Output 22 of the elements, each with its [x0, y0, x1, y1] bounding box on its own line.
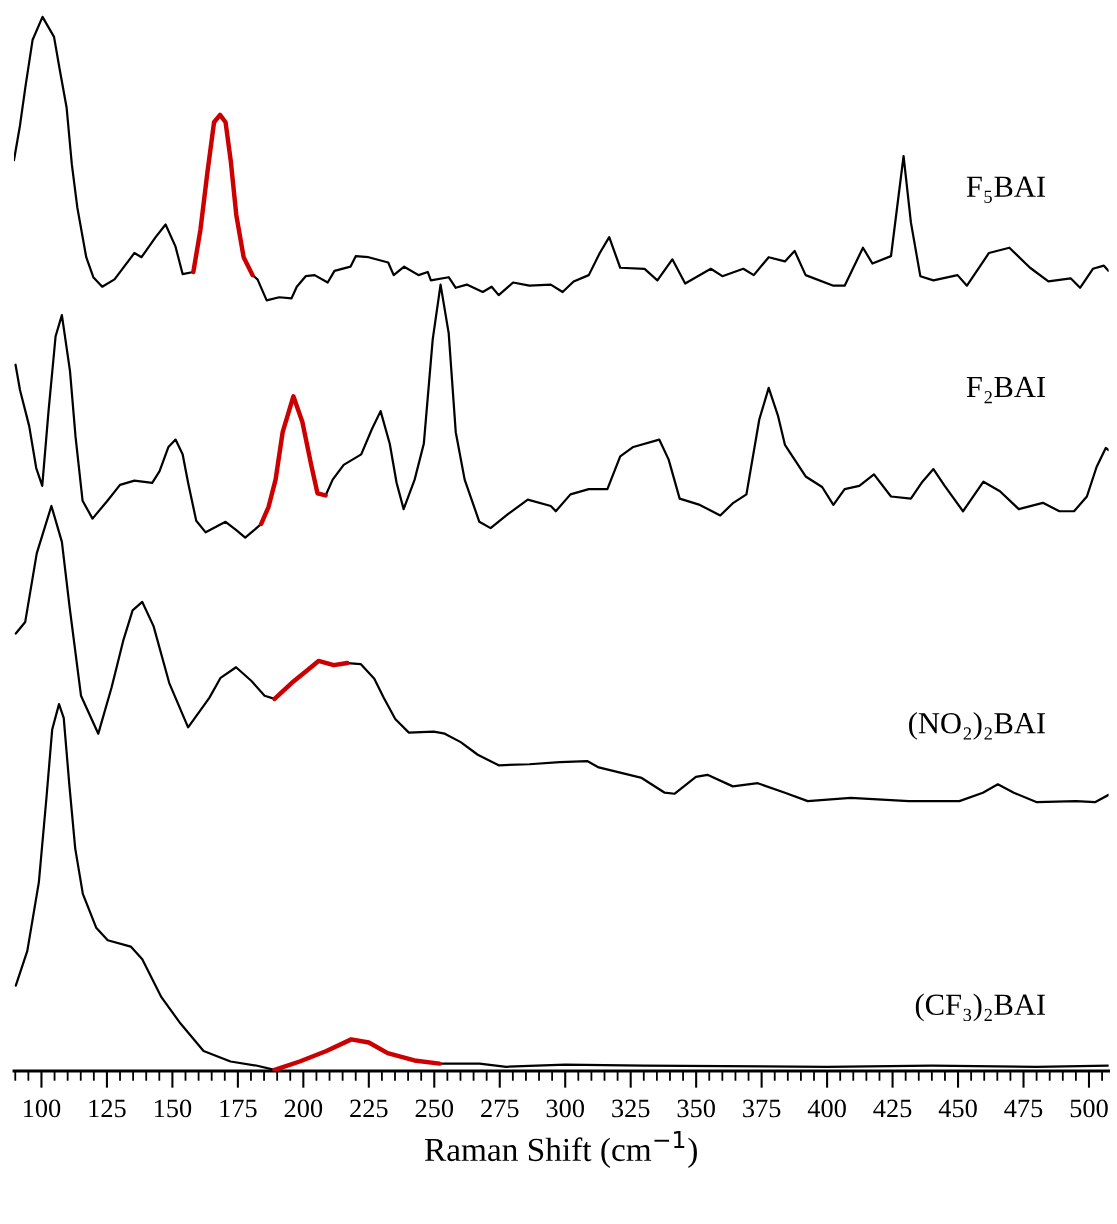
x-tick-label: 325 [612, 1099, 650, 1118]
series-label: (NO₂)₂BAI [909, 712, 1046, 740]
text: F₂BAI [966, 376, 1046, 404]
x-tick-label: 100 [23, 1099, 61, 1118]
x-tick-label: 175 [220, 1099, 257, 1118]
x-tick-label: 475 [1004, 1099, 1043, 1118]
x-tick-label: 400 [807, 1099, 846, 1118]
x-tick-label: 150 [154, 1099, 192, 1118]
x-tick-label: 225 [350, 1099, 388, 1118]
x-tick-label: 450 [938, 1099, 977, 1118]
x-tick-label: 125 [89, 1099, 126, 1118]
series-label: F₅BAI [966, 176, 1046, 203]
x-tick-label: 250 [415, 1099, 454, 1118]
x-tick-label: 375 [743, 1099, 781, 1118]
x-tick-label: 350 [677, 1099, 715, 1118]
x-axis-title: Raman Shift (cm$^{−1}$) [424, 1131, 697, 1168]
x-tick-label: 425 [873, 1099, 912, 1118]
x-tick-label: 275 [481, 1099, 519, 1118]
x-tick-label: 500 [1070, 1099, 1108, 1118]
series-label: (CF₃)₂BAI [915, 993, 1046, 1022]
x-tick-label: 300 [546, 1099, 585, 1118]
x-tick-label: 200 [284, 1099, 323, 1118]
